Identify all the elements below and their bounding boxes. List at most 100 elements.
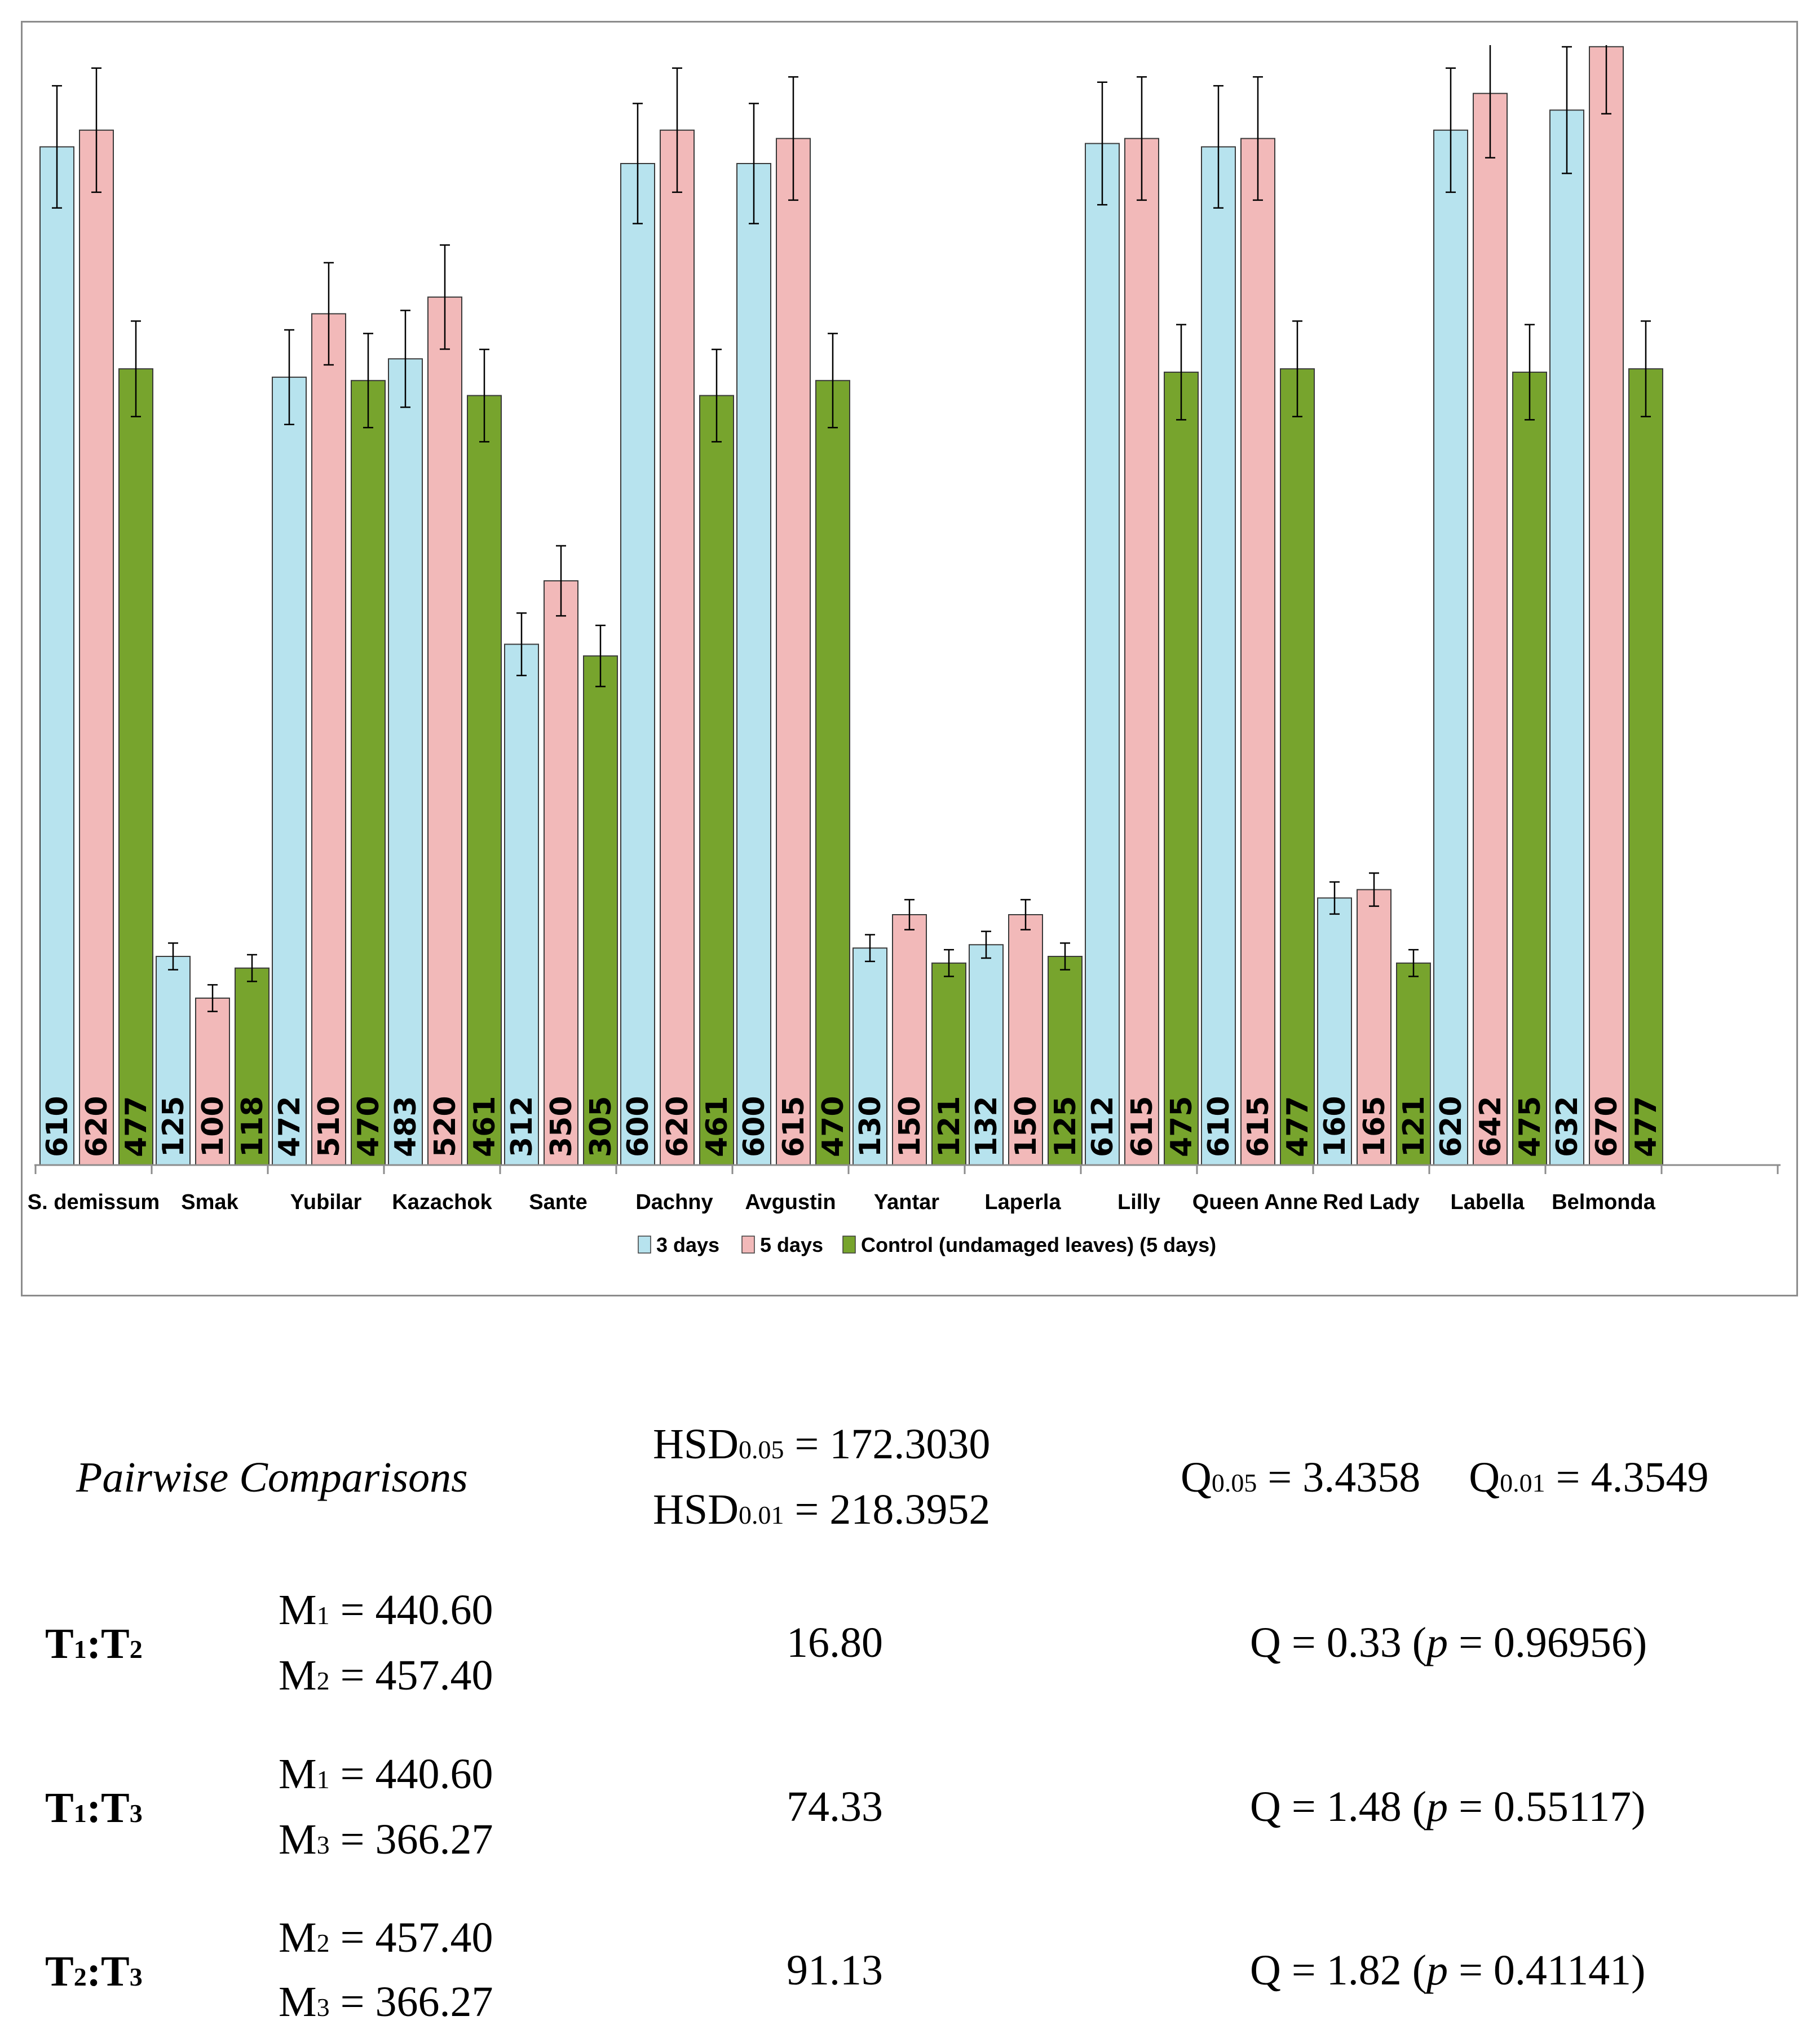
error-bar bbox=[1213, 85, 1223, 209]
error-bar bbox=[1408, 949, 1419, 977]
bar bbox=[272, 376, 307, 1166]
bar bbox=[1201, 146, 1236, 1166]
x-tick-label: Dachny bbox=[635, 1190, 713, 1214]
error-bar bbox=[516, 612, 527, 677]
bar-value-label: 477 bbox=[120, 1096, 153, 1157]
x-tick-label: Queen Anne bbox=[1192, 1190, 1318, 1214]
bar bbox=[156, 956, 191, 1166]
bar-group: 118 bbox=[235, 954, 270, 1166]
bar-group: 483 bbox=[388, 310, 423, 1166]
error-bar bbox=[1292, 320, 1302, 418]
x-tick-label: Red Lady bbox=[1323, 1190, 1419, 1214]
error-bar bbox=[1329, 881, 1340, 915]
bar bbox=[852, 947, 887, 1166]
bar-group: 600 bbox=[736, 103, 771, 1166]
bar-group: 132 bbox=[969, 930, 1004, 1166]
legend-label: 5 days bbox=[760, 1233, 823, 1256]
bar-group: 461 bbox=[699, 349, 734, 1166]
error-bar bbox=[1369, 872, 1379, 907]
bar bbox=[1164, 372, 1199, 1166]
bar bbox=[427, 296, 462, 1166]
error-bar bbox=[400, 310, 410, 408]
bar-group: 461 bbox=[467, 349, 502, 1166]
x-axis: S. demissum Smak Yubilar Kazachok Sante Dachn… bbox=[28, 1164, 1781, 1214]
legend-label: Control (undamaged leaves) (5 days) bbox=[861, 1233, 1216, 1256]
bar bbox=[235, 967, 270, 1166]
bar-group: 470 bbox=[351, 333, 386, 1166]
bar-value-label: 610 bbox=[41, 1096, 74, 1157]
bar-group: 615 bbox=[1240, 76, 1275, 1166]
bar-group: 620 bbox=[660, 67, 695, 1166]
mean-bottom-row-2: M3 = 366.27 bbox=[279, 1816, 493, 1863]
error-bar bbox=[207, 984, 218, 1012]
bar-value-label: 600 bbox=[737, 1096, 771, 1157]
x-tick-label: S. demissum bbox=[28, 1190, 160, 1214]
q-result-row-2: Q = 1.48 (p = 0.55117) bbox=[1250, 1783, 1646, 1830]
mean-top-row-3: M2 = 457.40 bbox=[279, 1914, 493, 1961]
mean-bottom-row-1: M2 = 457.40 bbox=[279, 1652, 493, 1699]
bar-group: 470 bbox=[815, 333, 850, 1166]
bar-value-label: 132 bbox=[970, 1096, 1004, 1157]
mean-top-row-2: M1 = 440.60 bbox=[279, 1750, 493, 1798]
bar-value-label: 350 bbox=[545, 1096, 578, 1157]
mean-top-row-1: M1 = 440.60 bbox=[279, 1586, 493, 1634]
bar bbox=[467, 395, 502, 1166]
bar-group: 125 bbox=[1048, 942, 1083, 1166]
bar-value-label: 483 bbox=[389, 1096, 423, 1157]
error-bar bbox=[1485, 45, 1495, 158]
bar-value-label: 477 bbox=[1629, 1096, 1663, 1157]
bars-layer: 610 620 477 125 100 118 472 510 470 483 520 461 312 3… bbox=[39, 45, 1663, 1166]
x-tick-label: Avgustin bbox=[745, 1190, 836, 1214]
error-bar bbox=[712, 349, 722, 443]
bar-group: 350 bbox=[544, 545, 578, 1166]
error-bar bbox=[1021, 899, 1031, 930]
bar-value-label: 615 bbox=[1125, 1096, 1159, 1157]
bar bbox=[1433, 129, 1468, 1166]
bar-group: 642 bbox=[1473, 45, 1508, 1166]
q-critical-values: Q0.05 = 3.4358 Q0.01 = 4.3549 bbox=[1181, 1454, 1709, 1501]
bar-group: 610 bbox=[39, 85, 74, 1166]
bar bbox=[815, 380, 850, 1166]
x-tick-label: Sante bbox=[529, 1190, 587, 1214]
bar-value-label: 642 bbox=[1474, 1096, 1508, 1157]
error-bar bbox=[324, 262, 334, 366]
bar bbox=[1085, 143, 1120, 1166]
legend-swatch bbox=[638, 1236, 651, 1254]
bar-group: 165 bbox=[1357, 872, 1391, 1166]
mean-difference-row-2: 74.33 bbox=[787, 1783, 883, 1830]
q-result-row-3: Q = 1.82 (p = 0.41141) bbox=[1250, 1947, 1646, 1994]
bar bbox=[699, 395, 734, 1166]
bar-group: 477 bbox=[1628, 320, 1663, 1166]
error-bar bbox=[904, 899, 915, 930]
error-bar bbox=[1137, 76, 1147, 201]
mean-difference-row-3: 91.13 bbox=[787, 1947, 883, 1994]
bar bbox=[583, 655, 618, 1166]
bar-value-label: 130 bbox=[854, 1096, 887, 1157]
bar-value-label: 610 bbox=[1202, 1096, 1236, 1157]
bar-group: 150 bbox=[1008, 899, 1043, 1166]
error-bar bbox=[440, 244, 450, 350]
bar-group: 475 bbox=[1512, 324, 1547, 1166]
error-bar bbox=[284, 329, 294, 425]
error-bar bbox=[479, 349, 489, 443]
x-tick-label: Kazachok bbox=[392, 1190, 492, 1214]
bar-group: 150 bbox=[892, 899, 927, 1166]
bar bbox=[620, 163, 655, 1166]
legend-swatch bbox=[741, 1236, 755, 1254]
bar-group: 121 bbox=[1396, 949, 1431, 1166]
bar-value-label: 150 bbox=[893, 1096, 927, 1157]
bar-group: 312 bbox=[504, 612, 539, 1166]
bar-group: 670 bbox=[1589, 45, 1624, 1166]
bar-group: 125 bbox=[156, 942, 191, 1166]
bar-group: 477 bbox=[118, 320, 153, 1166]
bar-value-label: 620 bbox=[661, 1096, 695, 1157]
bar-value-label: 121 bbox=[1397, 1096, 1431, 1157]
bar-value-label: 305 bbox=[584, 1096, 618, 1157]
bar-value-label: 475 bbox=[1165, 1096, 1199, 1157]
bar-group: 610 bbox=[1201, 85, 1236, 1166]
error-bar bbox=[828, 333, 838, 429]
error-bar bbox=[749, 103, 759, 224]
bar bbox=[388, 358, 423, 1166]
bar bbox=[1512, 372, 1547, 1166]
mean-difference-row-1: 16.80 bbox=[787, 1619, 883, 1666]
